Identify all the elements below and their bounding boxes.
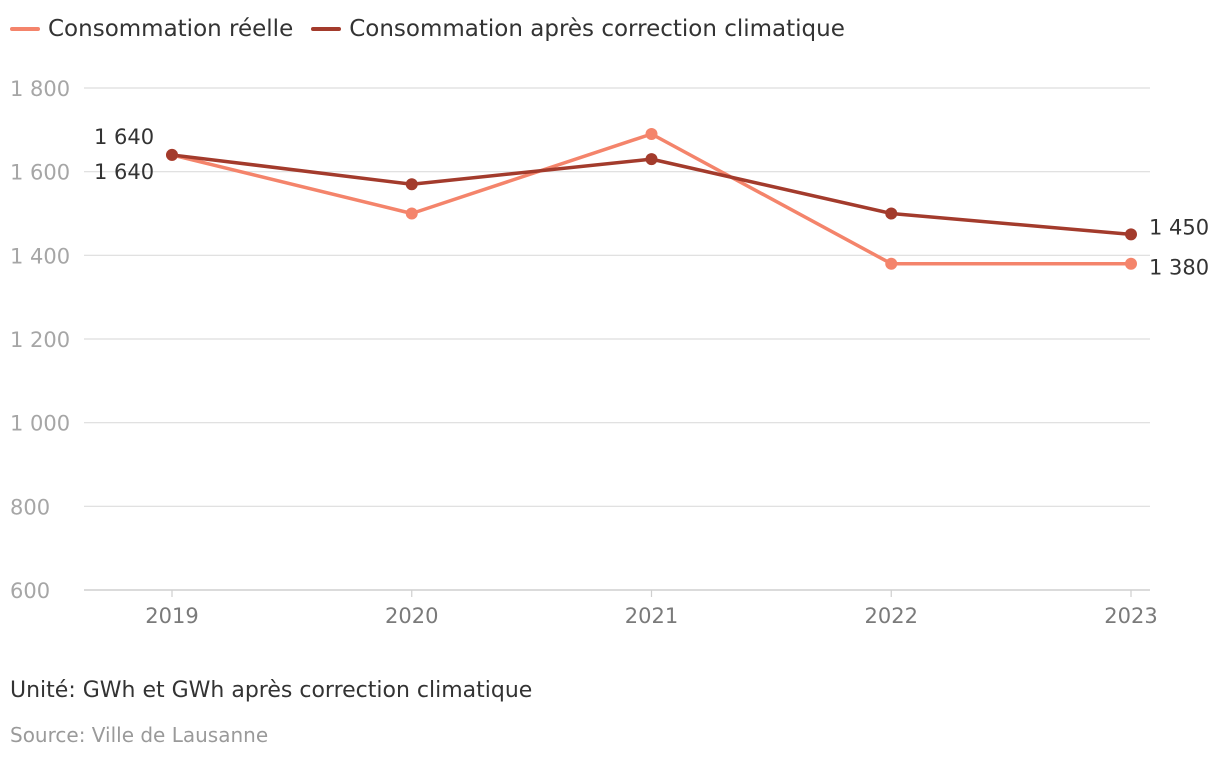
legend: Consommation réelle Consommation après c…	[10, 12, 845, 46]
y-tick-label: 1 800	[10, 77, 70, 101]
data-point-1-4[interactable]	[1125, 228, 1137, 241]
legend-label-reelle: Consommation réelle	[48, 16, 294, 42]
data-point-0-1[interactable]	[405, 207, 418, 220]
line-chart: 600 800 1 000 1 200 1 400 1 600 1 800 2019 2020 2…	[10, 77, 1209, 628]
legend-swatch-reelle	[10, 27, 40, 31]
data-point-1-0[interactable]	[166, 148, 178, 161]
y-tick-label: 1 000	[10, 412, 70, 436]
x-tick-label: 2023	[1104, 604, 1157, 628]
data-point-0-3[interactable]	[885, 257, 898, 270]
data-point-0-2[interactable]	[645, 128, 658, 141]
x-tick-label: 2021	[625, 604, 678, 628]
y-tick-label: 800	[10, 495, 50, 519]
axis-layer: 600 800 1 000 1 200 1 400 1 600 1 800 2019 2020 2…	[10, 77, 1158, 628]
data-label-0-0: 1 640	[94, 125, 154, 149]
data-point-1-1[interactable]	[405, 178, 418, 191]
x-tick-label: 2020	[385, 604, 438, 628]
legend-item-corrigee[interactable]: Consommation après correction climatique	[311, 16, 845, 42]
series-layer	[166, 128, 1137, 270]
unit-note: Unité: GWh et GWh après correction clima…	[10, 678, 533, 703]
legend-item-reelle[interactable]: Consommation réelle	[10, 16, 293, 42]
series-line-1	[170, 153, 1133, 237]
grid-layer	[84, 87, 1150, 591]
x-tick-label: 2022	[865, 604, 918, 628]
data-point-0-4[interactable]	[1125, 257, 1137, 270]
y-tick-label: 1 600	[10, 161, 70, 185]
data-point-1-3[interactable]	[885, 207, 898, 220]
data-point-1-2[interactable]	[645, 153, 658, 166]
y-tick-label: 1 400	[10, 244, 70, 268]
source-note: Source: Ville de Lausanne	[10, 723, 269, 747]
legend-label-corrigee: Consommation après correction climatique	[349, 16, 845, 42]
data-label-1-4: 1 450	[1149, 215, 1209, 239]
y-tick-label: 600	[10, 579, 50, 603]
legend-swatch-corrigee	[311, 27, 342, 31]
x-tick-label: 2019	[145, 604, 198, 628]
data-label-layer: 1 640 1 380 1 640 1 450	[94, 125, 1209, 280]
data-label-1-0: 1 640	[94, 160, 154, 184]
y-tick-label: 1 200	[10, 328, 70, 352]
data-label-0-4: 1 380	[1149, 256, 1209, 280]
